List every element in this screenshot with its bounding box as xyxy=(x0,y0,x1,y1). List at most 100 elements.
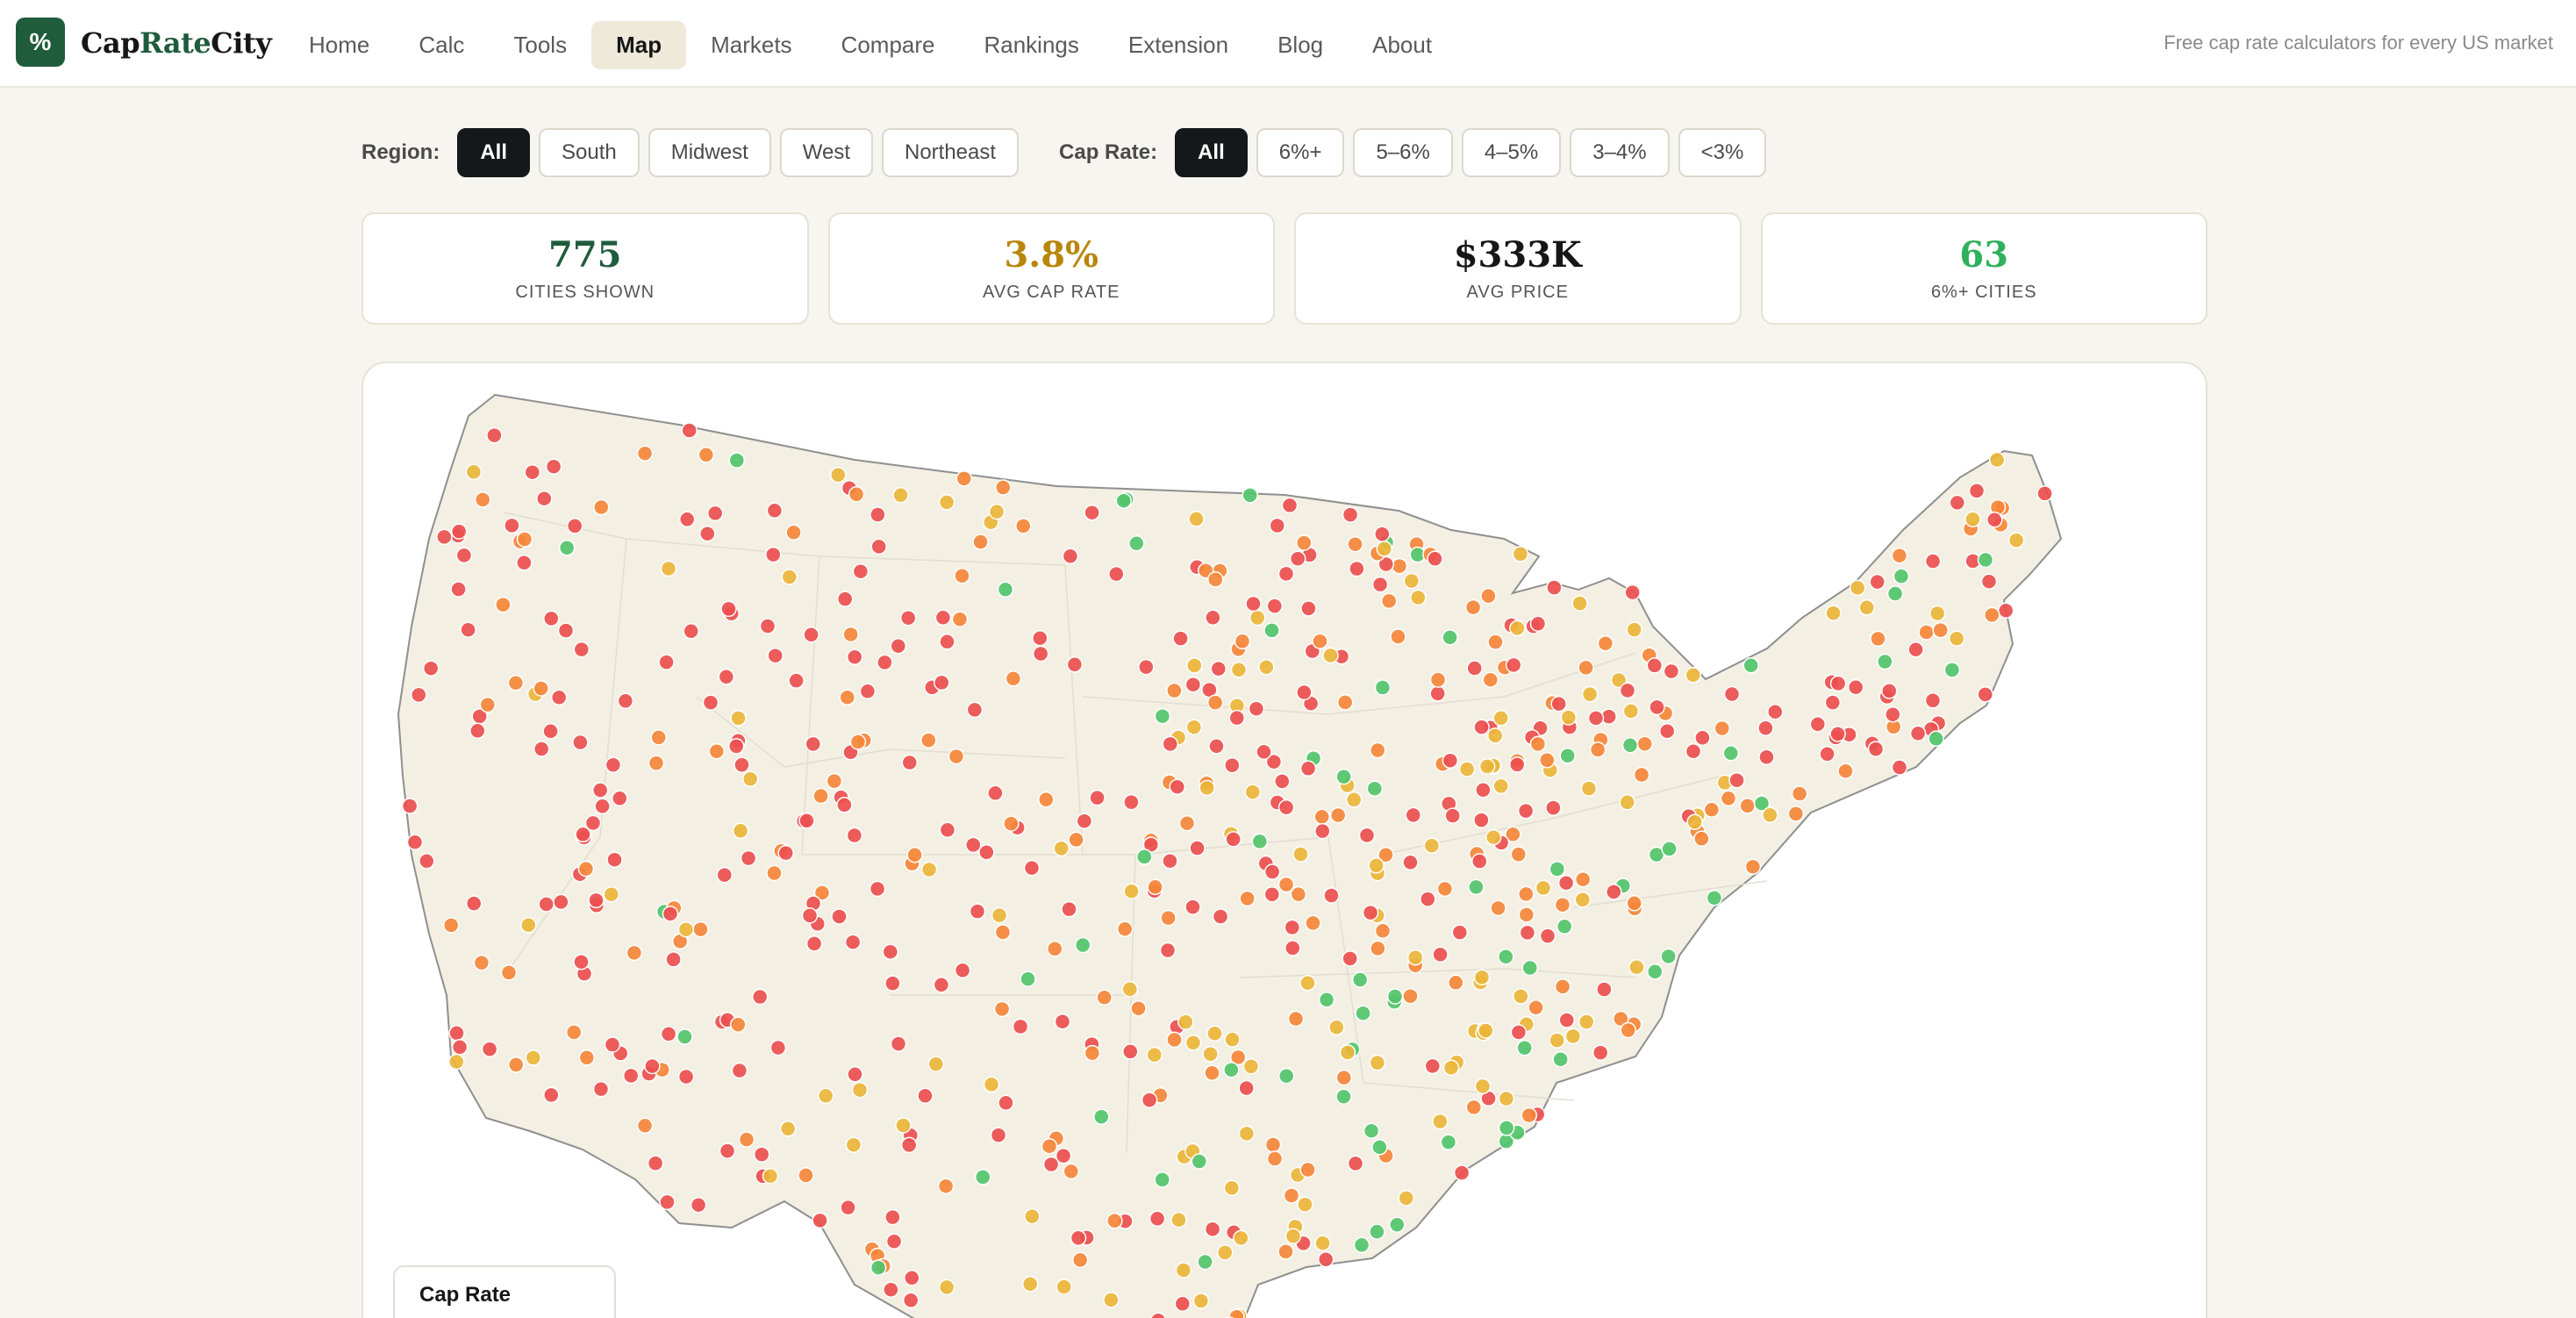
city-marker[interactable] xyxy=(1592,1044,1609,1061)
city-marker[interactable] xyxy=(1849,579,1866,597)
city-marker[interactable] xyxy=(1371,1139,1388,1156)
city-marker[interactable] xyxy=(883,1281,899,1298)
city-marker[interactable] xyxy=(1130,999,1147,1017)
city-marker[interactable] xyxy=(533,741,550,757)
city-marker[interactable] xyxy=(1147,878,1163,896)
city-marker[interactable] xyxy=(1626,895,1642,912)
city-marker[interactable] xyxy=(1685,667,1701,684)
city-marker[interactable] xyxy=(401,798,419,814)
city-marker[interactable] xyxy=(882,943,899,960)
city-marker[interactable] xyxy=(1297,1196,1313,1213)
city-marker[interactable] xyxy=(1442,629,1458,646)
city-marker[interactable] xyxy=(1377,846,1394,863)
city-marker[interactable] xyxy=(500,964,518,981)
city-marker[interactable] xyxy=(1693,830,1710,848)
city-marker[interactable] xyxy=(727,738,745,755)
city-marker[interactable] xyxy=(1146,1046,1163,1064)
city-marker[interactable] xyxy=(1613,1010,1629,1028)
city-marker[interactable] xyxy=(1622,703,1640,720)
city-marker[interactable] xyxy=(1554,896,1571,913)
city-marker[interactable] xyxy=(1024,1207,1041,1225)
city-marker[interactable] xyxy=(1184,676,1202,693)
city-marker[interactable] xyxy=(644,1057,661,1075)
cap-chip-5-6[interactable]: 5–6% xyxy=(1353,128,1453,177)
city-marker[interactable] xyxy=(1646,657,1664,674)
city-marker[interactable] xyxy=(1106,1212,1123,1229)
city-marker[interactable] xyxy=(1123,883,1140,899)
city-marker[interactable] xyxy=(812,1212,828,1229)
city-marker[interactable] xyxy=(1032,629,1048,647)
city-marker[interactable] xyxy=(1554,978,1571,995)
city-marker[interactable] xyxy=(1172,630,1189,647)
city-marker[interactable] xyxy=(870,538,887,555)
city-marker[interactable] xyxy=(647,1155,664,1171)
brand-name[interactable]: CapRateCity xyxy=(81,26,272,60)
city-marker[interactable] xyxy=(1398,1190,1415,1207)
city-marker[interactable] xyxy=(869,506,886,523)
city-marker[interactable] xyxy=(1312,633,1328,649)
city-marker[interactable] xyxy=(406,834,424,850)
city-marker[interactable] xyxy=(993,1000,1011,1018)
city-marker[interactable] xyxy=(1212,908,1229,925)
city-marker[interactable] xyxy=(1847,678,1864,696)
city-marker[interactable] xyxy=(543,1086,560,1104)
city-marker[interactable] xyxy=(665,951,682,968)
city-marker[interactable] xyxy=(1510,846,1528,863)
city-marker[interactable] xyxy=(1870,630,1886,648)
city-marker[interactable] xyxy=(1369,741,1386,759)
city-marker[interactable] xyxy=(869,880,886,898)
city-marker[interactable] xyxy=(938,494,955,511)
city-marker[interactable] xyxy=(473,954,490,971)
city-marker[interactable] xyxy=(719,1143,736,1159)
city-marker[interactable] xyxy=(550,689,568,706)
city-marker[interactable] xyxy=(851,1081,869,1099)
city-marker[interactable] xyxy=(938,1279,955,1296)
city-marker[interactable] xyxy=(1420,891,1436,907)
region-chip-west[interactable]: West xyxy=(779,128,873,177)
city-marker[interactable] xyxy=(516,531,533,548)
city-marker[interactable] xyxy=(1881,683,1898,699)
city-marker[interactable] xyxy=(573,953,590,971)
cap-chip-4-5[interactable]: 4–5% xyxy=(1461,128,1562,177)
city-marker[interactable] xyxy=(1374,526,1391,542)
city-marker[interactable] xyxy=(1406,949,1424,966)
city-marker[interactable] xyxy=(1432,946,1449,963)
city-marker[interactable] xyxy=(1023,859,1041,877)
city-marker[interactable] xyxy=(1269,517,1286,534)
city-marker[interactable] xyxy=(1626,621,1642,638)
city-marker[interactable] xyxy=(1620,1021,1636,1039)
city-marker[interactable] xyxy=(516,555,533,571)
city-marker[interactable] xyxy=(751,988,769,1006)
city-marker[interactable] xyxy=(1323,887,1340,904)
city-marker[interactable] xyxy=(805,935,823,952)
city-marker[interactable] xyxy=(1371,576,1389,593)
city-marker[interactable] xyxy=(1549,1032,1565,1049)
city-marker[interactable] xyxy=(1284,919,1301,936)
city-marker[interactable] xyxy=(1160,909,1177,927)
city-marker[interactable] xyxy=(844,934,862,950)
city-marker[interactable] xyxy=(1660,948,1677,965)
city-marker[interactable] xyxy=(1159,942,1177,959)
city-marker[interactable] xyxy=(1229,1049,1247,1066)
city-marker[interactable] xyxy=(419,853,435,870)
city-marker[interactable] xyxy=(1284,940,1301,956)
city-marker[interactable] xyxy=(1256,743,1272,761)
city-marker[interactable] xyxy=(442,917,460,934)
cap-chip-under-3[interactable]: <3% xyxy=(1678,128,1767,177)
city-marker[interactable] xyxy=(1619,682,1636,699)
city-marker[interactable] xyxy=(1047,941,1063,957)
region-chip-south[interactable]: South xyxy=(539,128,640,177)
city-marker[interactable] xyxy=(436,528,453,546)
city-marker[interactable] xyxy=(1335,768,1352,785)
city-marker[interactable] xyxy=(1535,879,1552,897)
city-marker[interactable] xyxy=(1207,571,1224,588)
city-marker[interactable] xyxy=(906,846,923,863)
city-marker[interactable] xyxy=(1096,989,1113,1006)
city-marker[interactable] xyxy=(1458,761,1476,777)
city-marker[interactable] xyxy=(1116,920,1134,937)
city-marker[interactable] xyxy=(738,1131,755,1148)
city-marker[interactable] xyxy=(658,654,675,670)
city-marker[interactable] xyxy=(1829,726,1846,742)
city-marker[interactable] xyxy=(662,906,679,922)
city-marker[interactable] xyxy=(1516,1039,1533,1057)
